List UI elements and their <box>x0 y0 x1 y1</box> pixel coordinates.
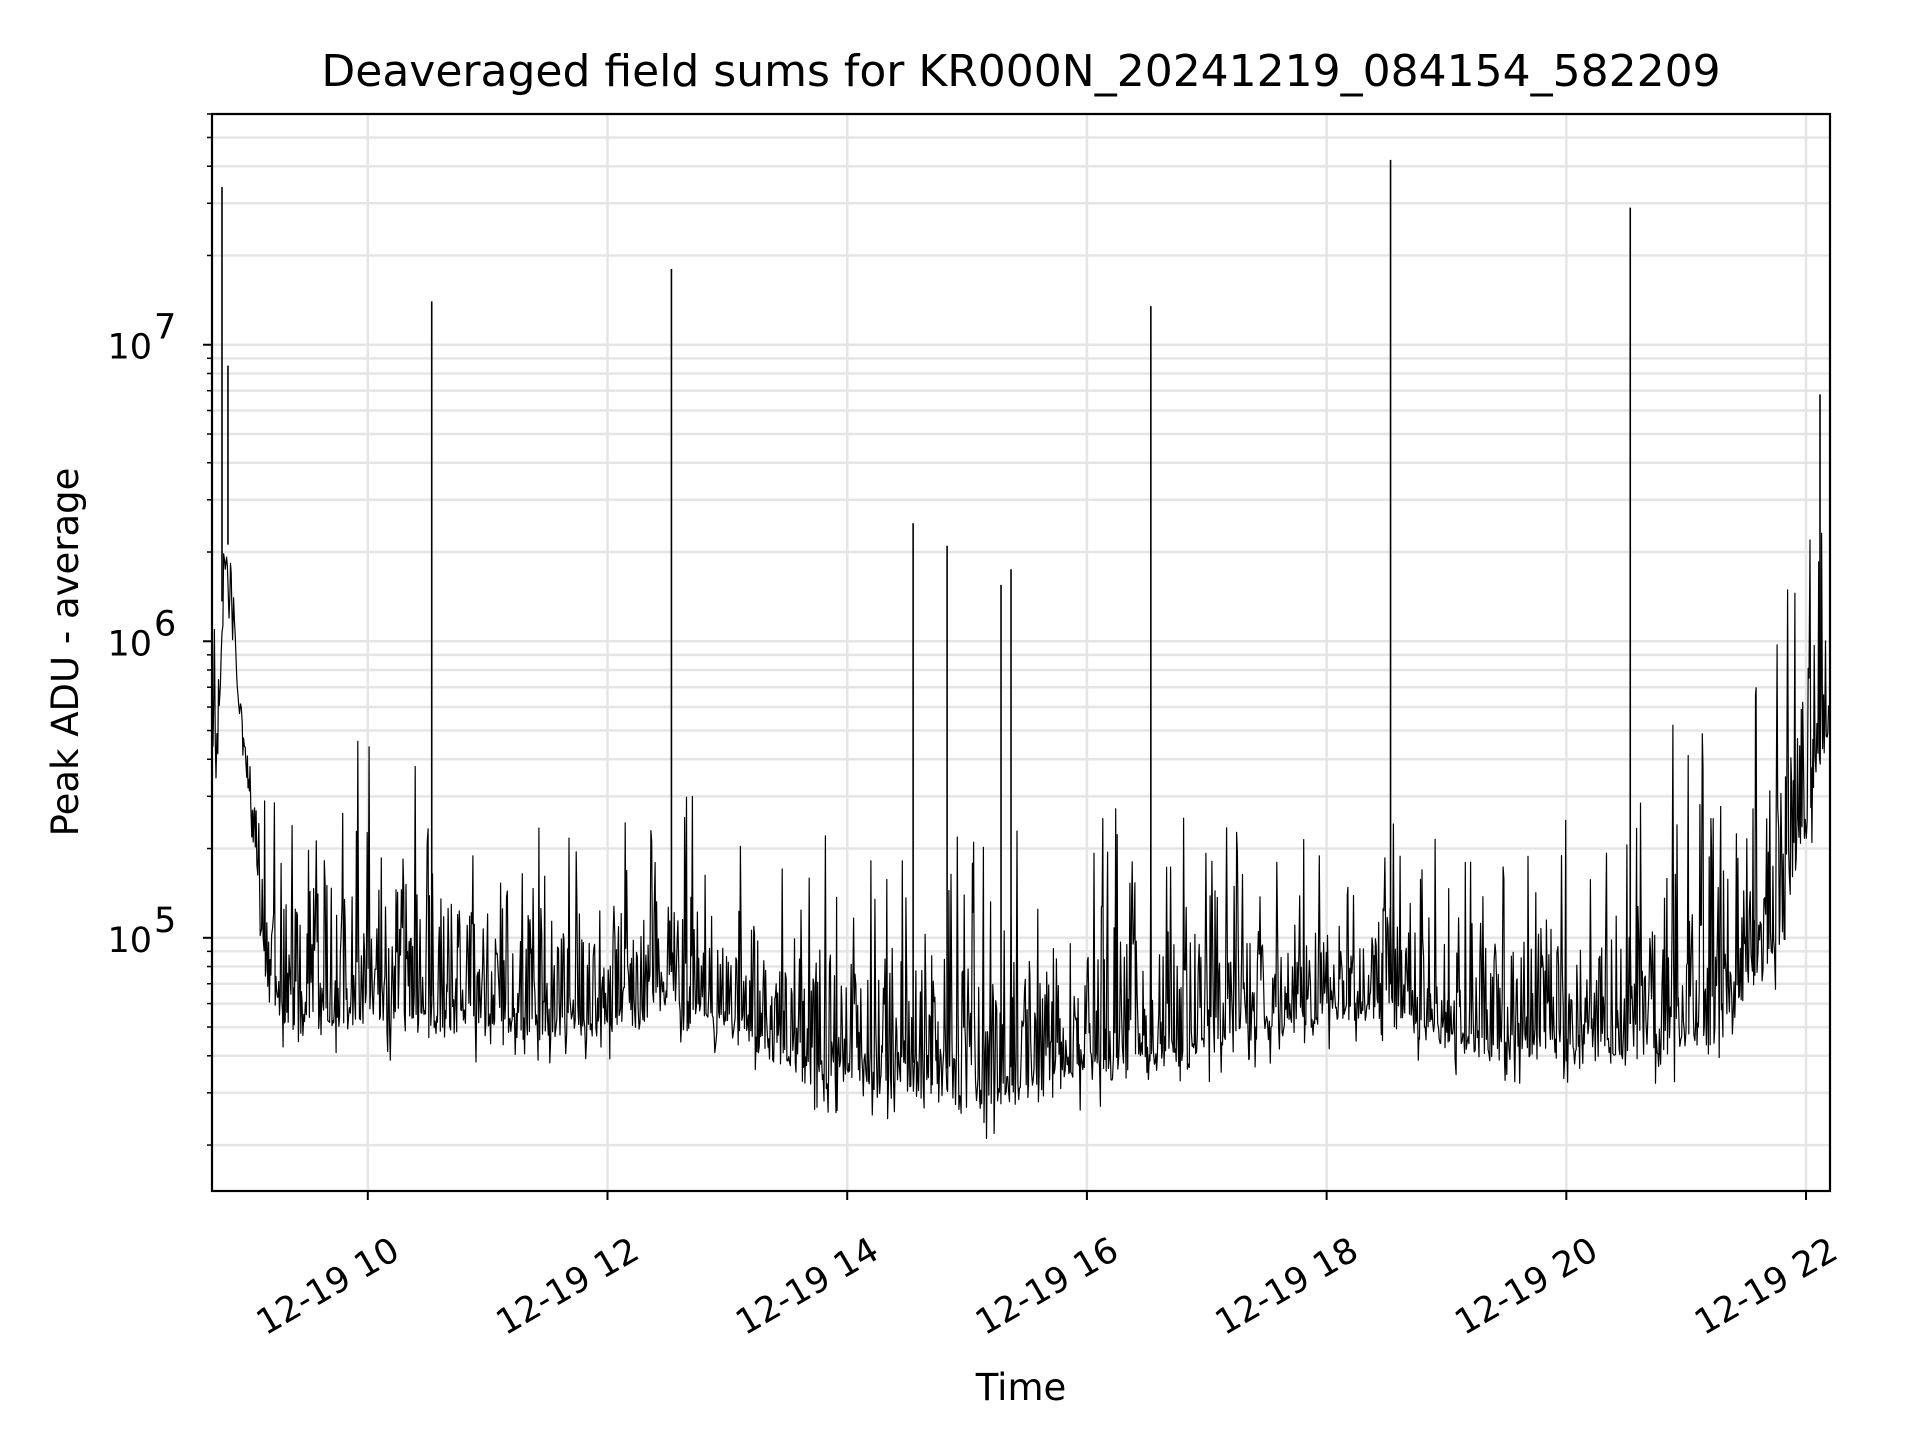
y-tick-exponent: 6 <box>154 604 176 644</box>
y-tick-label: 10 <box>107 328 152 368</box>
plot-frame <box>210 112 1832 1193</box>
y-tick-label: 10 <box>107 921 152 961</box>
series-line <box>212 532 1830 1139</box>
y-axis-label: Peak ADU - average <box>44 468 87 837</box>
y-tick-label: 10 <box>107 624 152 664</box>
plot-area <box>212 159 1830 1139</box>
y-tick-exponent: 5 <box>154 901 176 941</box>
x-axis-label: Time <box>975 1366 1067 1409</box>
y-tick-exponent: 7 <box>154 308 176 348</box>
chart-title: Deaveraged field sums for KR000N_2024121… <box>321 46 1720 97</box>
